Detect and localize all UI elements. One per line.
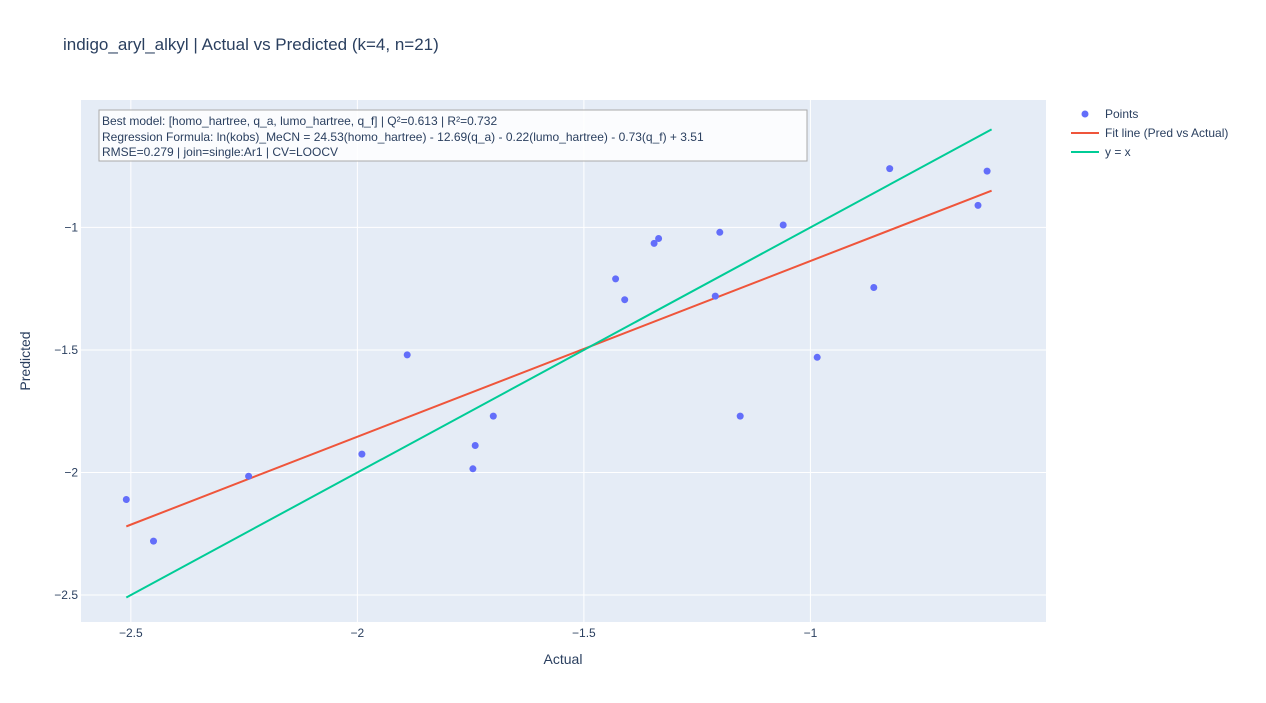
annotation-box: Best model: [homo_hartree, q_a, lumo_har… (98, 109, 808, 162)
data-point-2[interactable] (245, 472, 253, 480)
data-point-12[interactable] (711, 292, 719, 300)
legend-points-marker (1081, 110, 1089, 118)
x-axis-title: Actual (544, 651, 583, 667)
data-point-4[interactable] (403, 351, 411, 359)
x-tick-label-0: −2.5 (119, 626, 143, 640)
data-point-6[interactable] (471, 442, 479, 449)
data-point-16[interactable] (813, 353, 821, 361)
data-point-20[interactable] (983, 167, 991, 175)
y-axis-title: Predicted (17, 331, 33, 390)
data-point-11[interactable] (655, 235, 663, 242)
annotation-line-1: Best model: [homo_hartree, q_a, lumo_har… (102, 114, 497, 128)
data-point-17[interactable] (870, 284, 878, 291)
series-lines (125, 128, 993, 599)
legend-item-points[interactable]: Points (1081, 107, 1139, 121)
series-line-1 (125, 189, 992, 528)
data-point-14[interactable] (736, 412, 744, 420)
legend-points-label: Points (1105, 107, 1138, 121)
data-point-13[interactable] (716, 228, 724, 236)
data-point-10[interactable] (650, 239, 658, 247)
data-point-8[interactable] (612, 275, 620, 283)
grid-lines (81, 100, 1046, 622)
annotation-line-2: Regression Formula: ln(kobs)_MeCN = 24.5… (102, 130, 704, 144)
x-tick-labels: −2.5 −2 −1.5 −1 (119, 626, 818, 640)
y-tick-label-3: −1 (64, 220, 78, 234)
x-tick-label-2: −1.5 (572, 626, 596, 640)
y-tick-label-2: −1.5 (54, 343, 78, 357)
data-point-1[interactable] (150, 537, 157, 545)
x-tick-label-1: −2 (351, 626, 365, 640)
chart-title: indigo_aryl_alkyl | Actual vs Predicted … (63, 35, 439, 54)
y-tick-labels: −2.5 −2 −1.5 −1 (54, 220, 78, 602)
data-point-3[interactable] (358, 450, 366, 458)
legend-item-fit-line[interactable]: Fit line (Pred vs Actual) (1071, 126, 1228, 140)
legend-identity-line-label: y = x (1105, 145, 1131, 159)
series-line-2 (125, 128, 993, 599)
data-point-18[interactable] (886, 165, 894, 173)
legend: Points Fit line (Pred vs Actual) y = x (1071, 107, 1228, 159)
legend-fit-line-label: Fit line (Pred vs Actual) (1105, 126, 1228, 140)
data-point-0[interactable] (122, 496, 130, 503)
data-point-5[interactable] (469, 465, 477, 473)
data-point-15[interactable] (779, 221, 787, 229)
annotation-line-3: RMSE=0.279 | join=single:Ar1 | CV=LOOCV (102, 145, 338, 159)
x-tick-label-3: −1 (804, 626, 818, 640)
scatter-points (122, 165, 991, 545)
legend-item-identity-line[interactable]: y = x (1071, 145, 1131, 159)
data-point-19[interactable] (974, 201, 982, 209)
data-point-7[interactable] (489, 412, 497, 420)
y-tick-label-1: −2 (64, 466, 78, 480)
y-tick-label-0: −2.5 (54, 588, 78, 602)
data-point-9[interactable] (621, 296, 629, 304)
